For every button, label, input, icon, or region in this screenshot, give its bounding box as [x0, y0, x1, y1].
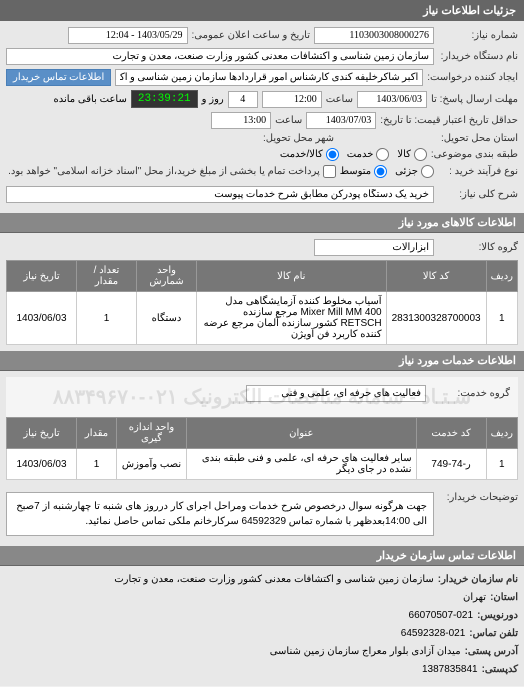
service-group-label: گروه خدمت:	[430, 388, 510, 399]
category-radio-group: کالا خدمت کالا/خدمت	[280, 148, 427, 161]
contact-info-button[interactable]: اطلاعات تماس خریدار	[6, 69, 111, 86]
services-table: ردیف کد خدمت عنوان واحد اندازه گیری مقدا…	[6, 417, 518, 480]
deadline-label: مهلت ارسال پاسخ: تا	[431, 94, 518, 105]
contact-state-label: استان:	[490, 590, 518, 606]
svc-cell-name: سایر فعالیت های حرفه ای، علمی و فنی طبقه…	[187, 449, 417, 480]
svc-col-name: عنوان	[187, 418, 417, 449]
credit-date-field[interactable]	[306, 112, 376, 129]
goods-col-unit: واحد شمارش	[137, 261, 197, 292]
goods-cell-date: 1403/06/03	[7, 292, 77, 345]
announce-label: تاریخ و ساعت اعلان عمومی:	[192, 30, 311, 41]
cat-goods-radio[interactable]: کالا	[397, 148, 427, 161]
deadline-date-field[interactable]	[357, 91, 427, 108]
desc-text: جهت هرگونه سوال درخصوص شرح خدمات ومراحل …	[6, 492, 434, 536]
svc-col-date: تاریخ نیاز	[7, 418, 77, 449]
contact-org-val: سازمان زمین شناسی و اکتشافات معدنی کشور …	[114, 572, 434, 588]
goods-cell-unit: دستگاه	[137, 292, 197, 345]
contact-address-val: میدان آزادی بلوار معراج سازمان زمین شناس…	[270, 644, 461, 660]
credit-label: حداقل تاریخ اعتبار قیمت: تا تاریخ:	[380, 115, 518, 126]
buyer-org-label: نام دستگاه خریدار:	[438, 51, 518, 62]
desc-label: توضیحات خریدار:	[438, 492, 518, 503]
contact-code-val: 1387835841	[422, 662, 478, 678]
summary-label: شرح کلی نیاز:	[438, 189, 518, 200]
credit-time-field[interactable]	[211, 112, 271, 129]
goods-col-code: کد کالا	[386, 261, 486, 292]
goods-group-label: گروه کالا:	[438, 242, 518, 253]
goods-cell-code: 2831300328700003	[386, 292, 486, 345]
contact-postal-val: 66070507-021	[409, 608, 474, 624]
contact-phone-label: تلفن تماس:	[469, 626, 518, 642]
page-title: جزئیات اطلاعات نیاز	[423, 5, 516, 17]
summary-field[interactable]	[6, 186, 434, 203]
goods-col-name: نام کالا	[197, 261, 387, 292]
req-num-label: شماره نیاز:	[438, 30, 518, 41]
svc-cell-qty: 1	[77, 449, 117, 480]
treasury-checkbox[interactable]: پرداخت تمام یا بخشی از مبلغ خرید،از محل …	[8, 165, 336, 178]
pt-small-radio[interactable]: جزئی	[395, 165, 434, 178]
creator-label: ایجاد کننده درخواست:	[427, 72, 518, 83]
svc-col-qty: مقدار	[77, 418, 117, 449]
table-row[interactable]: 1 2831300328700003 آسیاب مخلوط کننده آزم…	[7, 292, 518, 345]
goods-cell-qty: 1	[77, 292, 137, 345]
time-label-2: ساعت	[275, 115, 302, 126]
time-label-1: ساعت	[326, 94, 353, 105]
svc-col-idx: ردیف	[486, 418, 517, 449]
goods-table: ردیف کد کالا نام کالا واحد شمارش تعداد /…	[6, 260, 518, 345]
svc-cell-date: 1403/06/03	[7, 449, 77, 480]
purchase-type-radio-group: جزئی متوسط	[340, 165, 434, 178]
days-remain-label: روز و	[202, 94, 224, 105]
req-num-field[interactable]	[314, 27, 434, 44]
svc-col-code: کد خدمت	[416, 418, 486, 449]
contact-state-val: تهران	[463, 590, 486, 606]
delivery-state-label: استان محل تحویل:	[438, 133, 518, 144]
svc-cell-unit: نصب وآموزش	[117, 449, 187, 480]
goods-group-field[interactable]	[314, 239, 434, 256]
purchase-type-label: نوع فرآیند خرید :	[438, 166, 518, 177]
contact-phone-val: 64592328-021	[401, 626, 466, 642]
creator-field[interactable]	[115, 69, 423, 86]
goods-col-date: تاریخ نیاز	[7, 261, 77, 292]
category-label: طبقه بندی موضوعی:	[431, 149, 518, 160]
contact-section-header: اطلاعات تماس سازمان خریدار	[0, 546, 524, 566]
buyer-org-field[interactable]	[6, 48, 434, 65]
svc-cell-code: ر-74-749	[416, 449, 486, 480]
goods-cell-idx: 1	[486, 292, 517, 345]
countdown-timer: 23:39:21	[131, 90, 198, 108]
pt-medium-radio[interactable]: متوسط	[340, 165, 387, 178]
announce-field[interactable]	[68, 27, 188, 44]
svc-cell-idx: 1	[486, 449, 517, 480]
contact-address-label: آدرس پستی:	[465, 644, 518, 660]
svc-col-unit: واحد اندازه گیری	[117, 418, 187, 449]
table-row[interactable]: 1 ر-74-749 سایر فعالیت های حرفه ای، علمی…	[7, 449, 518, 480]
contact-org-label: نام سازمان خریدار:	[438, 572, 518, 588]
goods-col-idx: ردیف	[486, 261, 517, 292]
goods-section-header: اطلاعات کالاهای مورد نیاز	[0, 213, 524, 233]
goods-col-qty: تعداد / مقدار	[77, 261, 137, 292]
delivery-city-label: شهر محل تحویل:	[254, 133, 334, 144]
services-section-header: اطلاعات خدمات مورد نیاز	[0, 351, 524, 371]
days-remain-field	[228, 91, 258, 108]
goods-cell-name: آسیاب مخلوط کننده آزمایشگاهی مدل Mixer M…	[197, 292, 387, 345]
page-header: جزئیات اطلاعات نیاز	[0, 0, 524, 21]
contact-postal-label: دورنویس:	[477, 608, 518, 624]
remain-label: ساعت باقی مانده	[53, 94, 126, 105]
cat-goods-service-radio[interactable]: کالا/خدمت	[280, 148, 339, 161]
deadline-time-field[interactable]	[262, 91, 322, 108]
cat-service-radio[interactable]: خدمت	[347, 148, 390, 161]
service-group-field[interactable]	[246, 385, 426, 402]
contact-code-label: کدپستی:	[482, 662, 518, 678]
